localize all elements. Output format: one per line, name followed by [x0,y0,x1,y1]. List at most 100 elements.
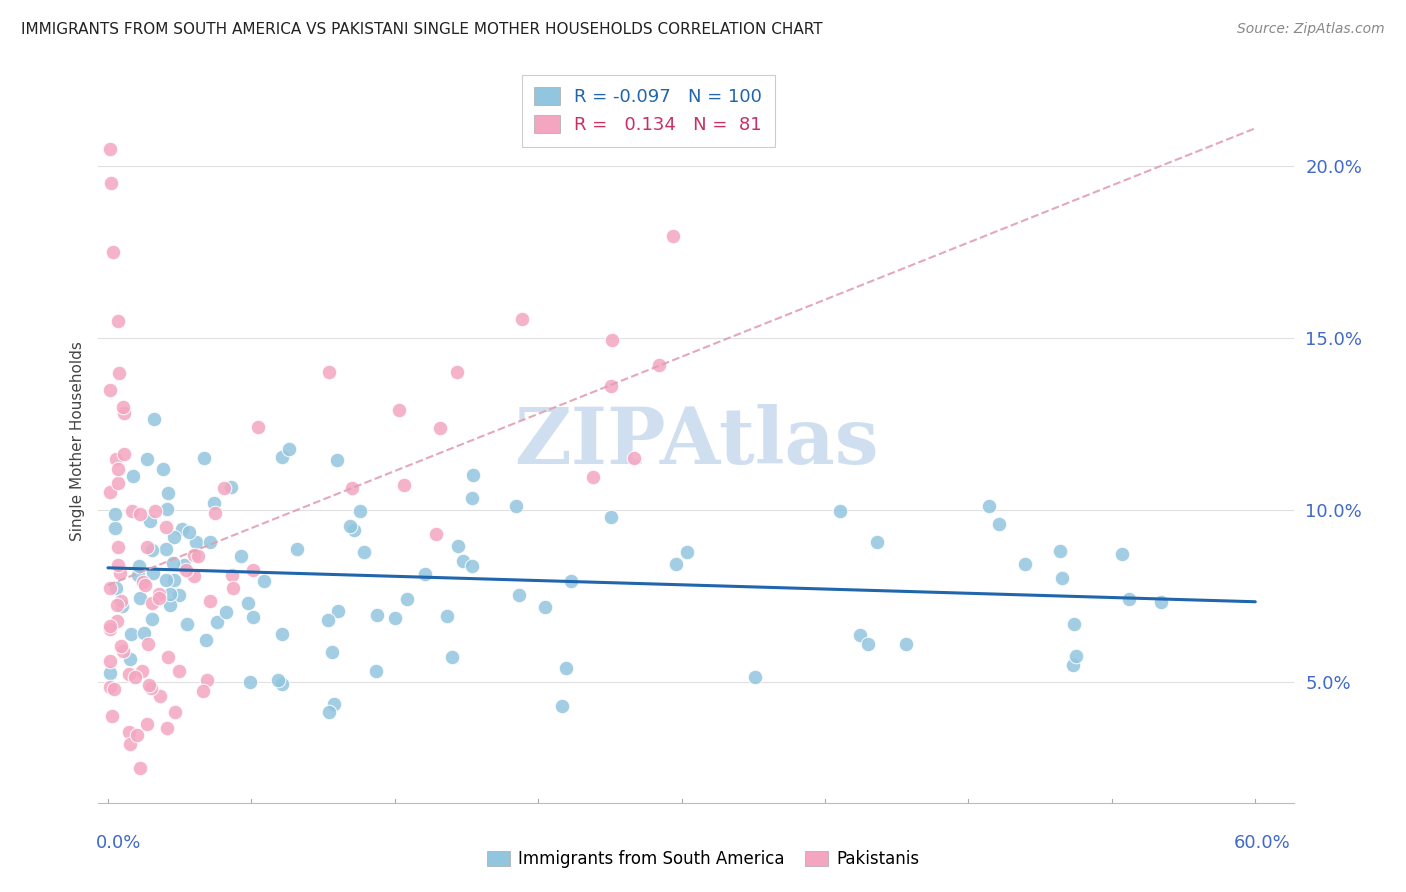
Point [623,451,645,466]
Point [212,481,235,495]
Point [163,574,186,588]
Text: IMMIGRANTS FROM SOUTH AMERICA VS PAKISTANI SINGLE MOTHER HOUSEHOLDS CORRELATION : IMMIGRANTS FROM SOUTH AMERICA VS PAKISTA… [21,22,823,37]
Point [340,481,363,495]
Point [159,598,181,612]
Point [136,540,159,554]
Point [108,366,131,380]
Point [849,628,872,642]
Point [322,697,344,711]
Point [132,625,155,640]
Point [155,574,177,588]
Point [100,177,122,191]
Point [205,615,228,630]
Point [202,496,225,510]
Point [148,587,170,601]
Point [143,503,166,517]
Point [318,365,340,379]
Point [648,358,671,372]
Point [676,544,699,558]
Point [204,507,226,521]
Point [121,504,143,518]
Point [582,470,605,484]
Point [136,637,159,651]
Point [508,588,530,602]
Point [221,568,243,582]
Point [271,677,294,691]
Point [395,591,418,606]
Point [214,605,236,619]
Point [195,632,218,647]
Point [461,468,484,483]
Point [112,406,135,420]
Point [183,569,205,583]
Point [551,698,574,713]
Point [316,614,339,628]
Point [856,637,879,651]
Point [339,519,361,533]
Point [353,544,375,558]
Point [100,654,122,668]
Point [253,574,276,588]
Point [599,510,621,524]
Point [176,617,198,632]
Point [242,563,264,577]
Point [118,725,141,739]
Point [441,650,464,665]
Point [98,619,121,633]
Point [107,558,129,572]
Point [138,514,160,528]
Point [162,556,184,570]
Text: 60.0%: 60.0% [1234,834,1291,852]
Point [129,761,152,775]
Point [167,588,190,602]
Point [111,599,134,613]
Point [149,690,172,704]
Point [200,535,222,549]
Point [349,504,371,518]
Point [125,728,148,742]
Point [156,721,179,735]
Point [101,245,124,260]
Point [105,451,128,466]
Point [152,462,174,476]
Point [236,596,259,610]
Point [155,519,177,533]
Point [104,520,127,534]
Point [128,558,150,573]
Point [135,451,157,466]
Point [183,548,205,562]
Point [191,684,214,698]
Point [977,499,1000,513]
Point [107,540,129,554]
Point [103,508,125,522]
Point [1063,617,1085,632]
Point [436,608,458,623]
Point [222,581,245,595]
Point [392,478,415,492]
Point [98,484,121,499]
Point [229,549,252,563]
Point [120,737,142,751]
Point [866,535,889,549]
Point [157,486,180,500]
Point [193,450,215,465]
Text: ZIPAtlas: ZIPAtlas [513,403,879,480]
Point [388,403,411,417]
Point [247,420,270,434]
Point [110,594,132,608]
Point [170,522,193,536]
Point [141,596,163,610]
Point [156,501,179,516]
Point [105,598,128,612]
Point [744,670,766,684]
Point [179,524,201,539]
Point [98,581,121,595]
Point [112,400,135,414]
Point [894,637,917,651]
Point [107,314,129,328]
Point [461,491,484,505]
Point [129,507,152,521]
Point [1150,595,1173,609]
Point [111,644,134,658]
Point [662,228,685,243]
